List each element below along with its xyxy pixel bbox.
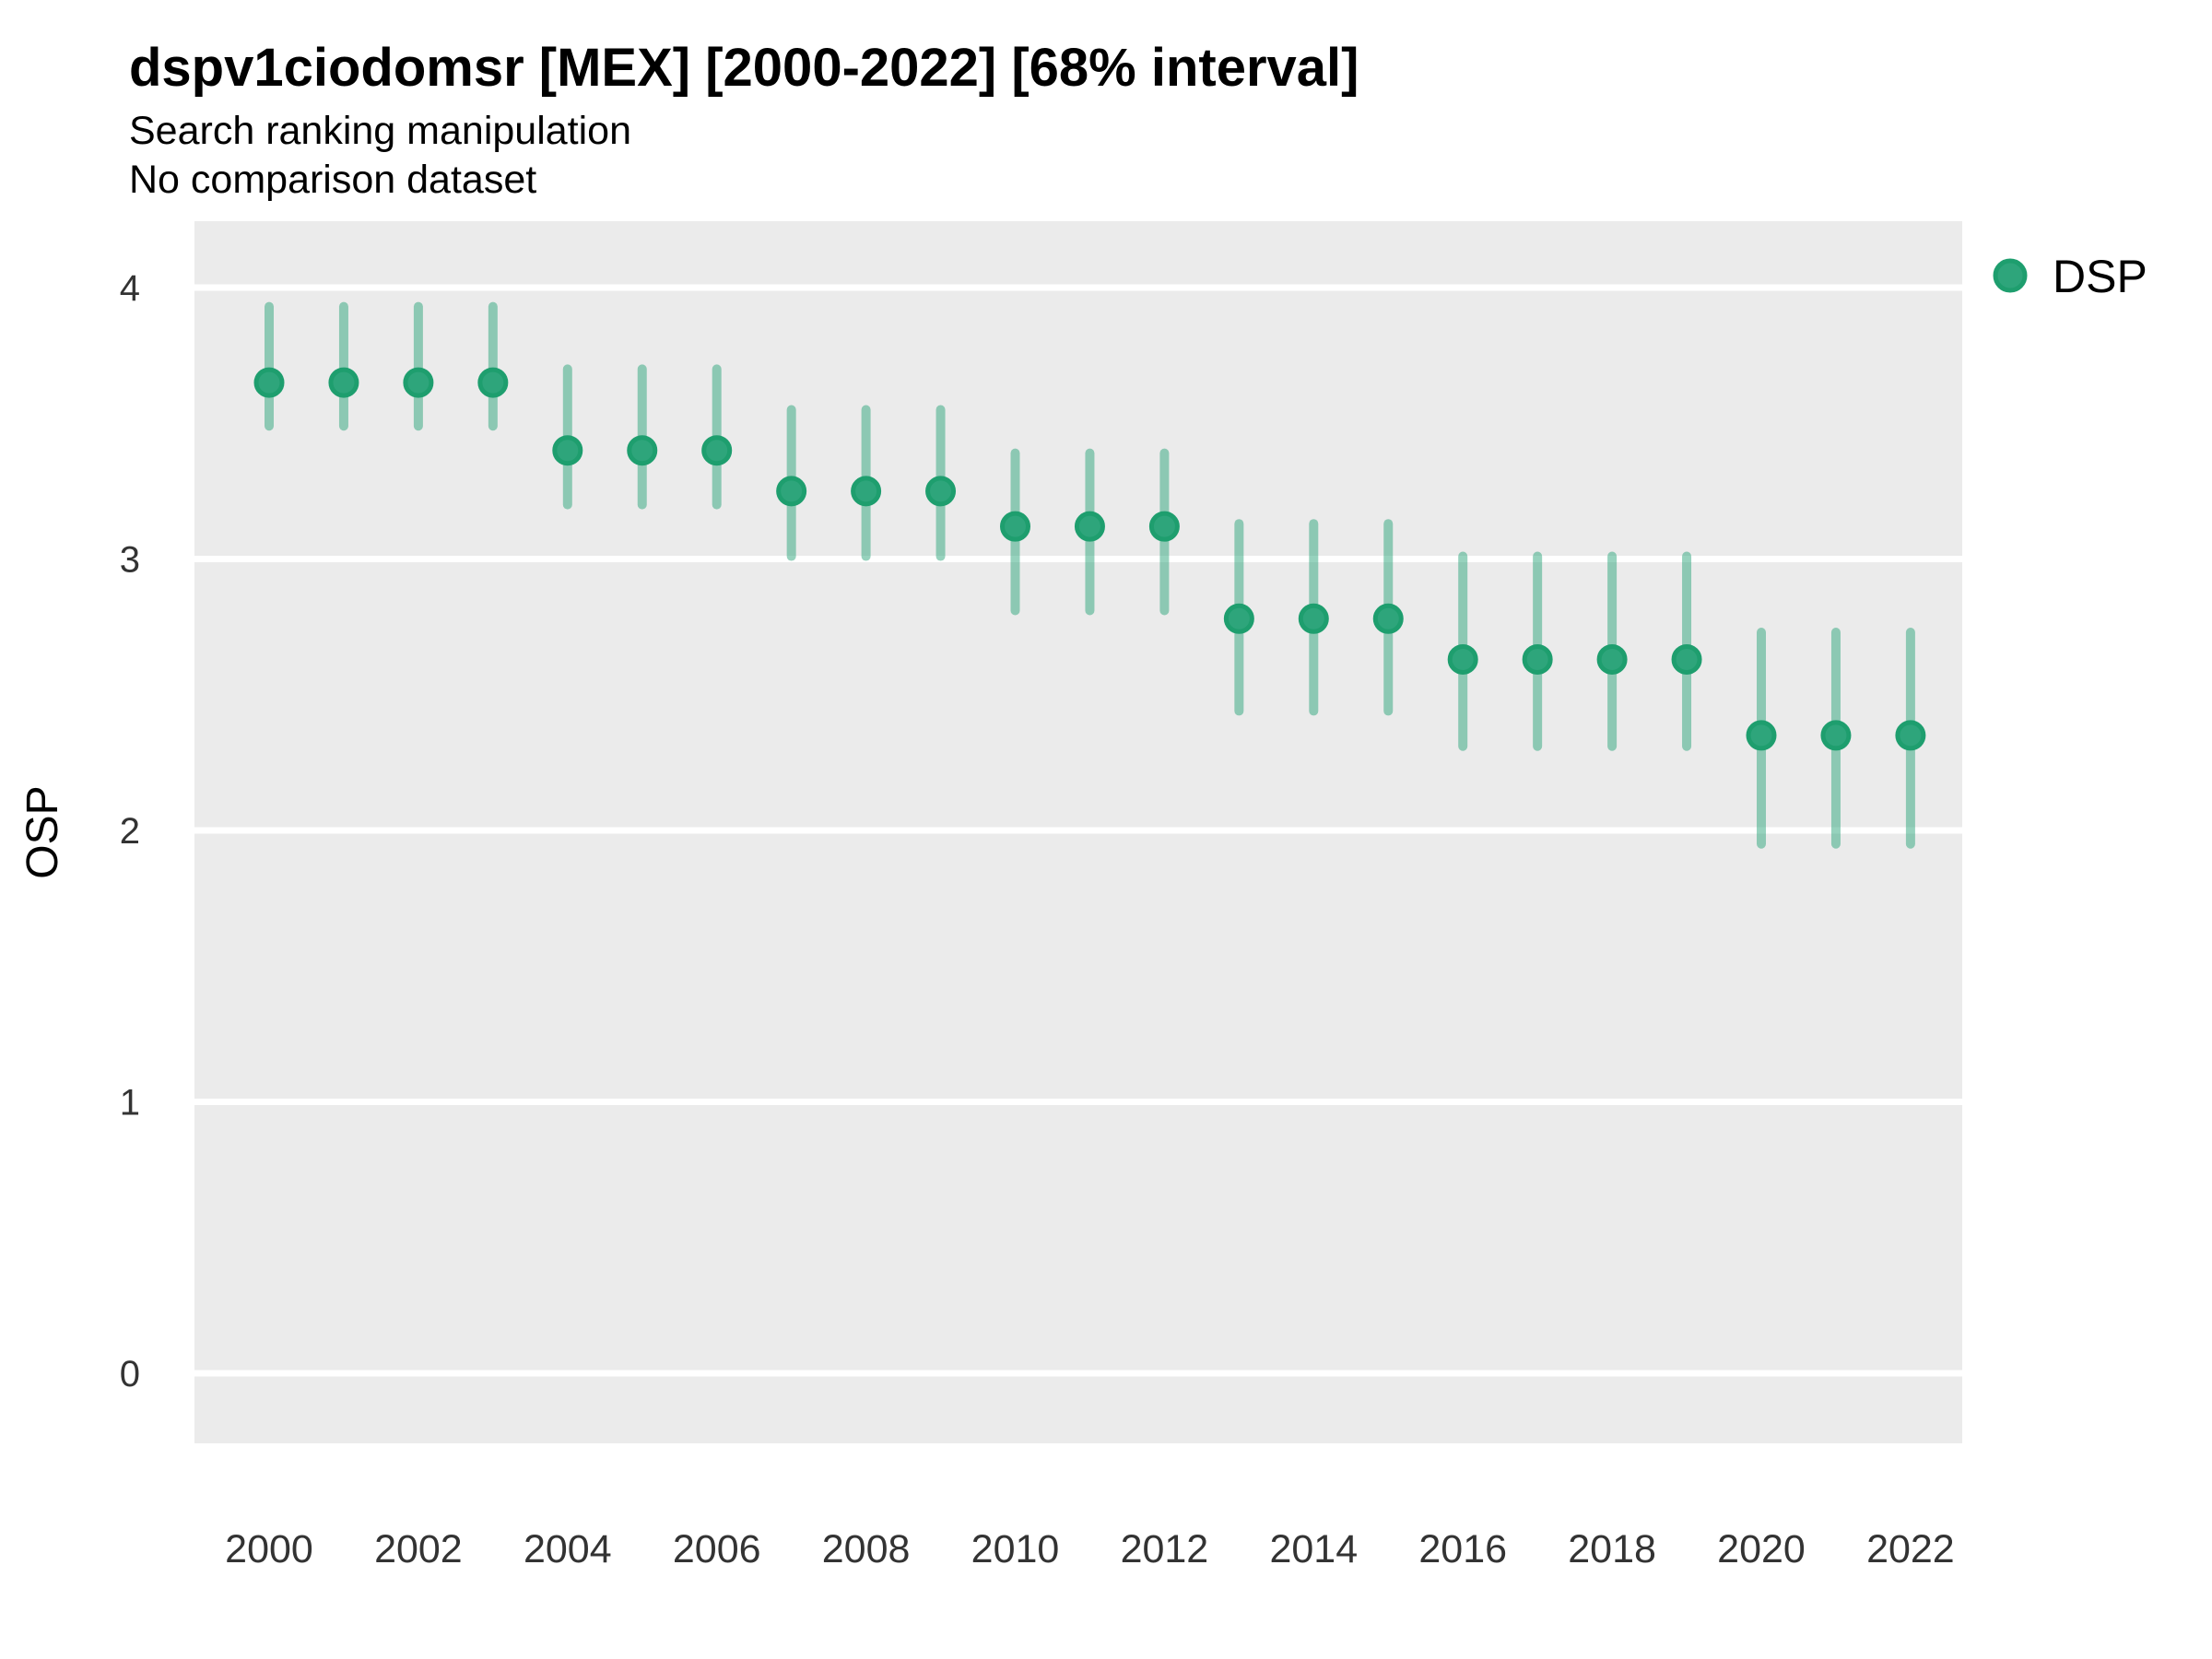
data-points-group: [253, 367, 1926, 751]
data-point-2002: [403, 367, 434, 398]
data-point-2013: [1223, 603, 1254, 634]
data-point-2001: [328, 367, 359, 398]
data-point-2020: [1746, 720, 1777, 751]
data-point-2007: [776, 476, 807, 507]
data-point-2018: [1596, 643, 1628, 675]
x-tick-label-2000: 2000: [225, 1527, 313, 1571]
legend-circle-icon: [1993, 258, 2028, 293]
y-tick-label-0: 0: [120, 1354, 140, 1394]
data-point-2010: [1000, 511, 1030, 542]
data-point-2022: [1895, 720, 1926, 751]
y-axis-title: OSP: [18, 785, 67, 878]
x-tick-label-2008: 2008: [822, 1527, 911, 1571]
x-tick-label-2014: 2014: [1269, 1527, 1358, 1571]
data-point-2011: [1074, 511, 1105, 542]
legend: DSP: [1993, 251, 2147, 302]
data-point-2019: [1671, 643, 1702, 675]
x-tick-label-2006: 2006: [673, 1527, 761, 1571]
gridlines-group: [194, 284, 1962, 1377]
data-point-2014: [1298, 603, 1329, 634]
y-axis-tick-labels: 4 3 2 1 0: [120, 268, 140, 1394]
data-point-2003: [477, 367, 509, 398]
data-point-2015: [1372, 603, 1404, 634]
data-point-2000: [253, 367, 285, 398]
legend-item-label: DSP: [2053, 251, 2147, 302]
data-point-2006: [701, 435, 733, 466]
y-tick-label-4: 4: [120, 268, 140, 309]
data-point-2017: [1522, 643, 1553, 675]
data-point-2009: [925, 476, 957, 507]
chart-subtitle-line1: Search ranking manipulation: [129, 109, 631, 153]
x-tick-label-2004: 2004: [524, 1527, 612, 1571]
x-tick-label-2010: 2010: [971, 1527, 1060, 1571]
x-axis-tick-labels: 2000 2002 2004 2006 2008 2010 2012 2014 2016 2018…: [225, 1527, 1955, 1571]
y-tick-label-2: 2: [120, 811, 140, 852]
x-tick-label-2002: 2002: [374, 1527, 463, 1571]
y-tick-label-1: 1: [120, 1083, 140, 1124]
data-point-2008: [851, 476, 882, 507]
x-tick-label-2016: 2016: [1418, 1527, 1507, 1571]
x-tick-label-2022: 2022: [1866, 1527, 1955, 1571]
x-tick-label-2020: 2020: [1717, 1527, 1806, 1571]
data-point-2016: [1447, 643, 1478, 675]
data-point-2005: [627, 435, 658, 466]
chart-title: dspv1ciodomsr [MEX] [2000-2022] [68% int…: [129, 38, 1359, 98]
y-tick-label-3: 3: [120, 540, 140, 581]
data-point-2021: [1820, 720, 1852, 751]
data-point-2004: [552, 435, 583, 466]
x-tick-label-2012: 2012: [1121, 1527, 1209, 1571]
chart-subtitle-line2: No comparison dataset: [129, 158, 536, 202]
x-tick-label-2018: 2018: [1568, 1527, 1656, 1571]
data-point-2012: [1148, 511, 1180, 542]
